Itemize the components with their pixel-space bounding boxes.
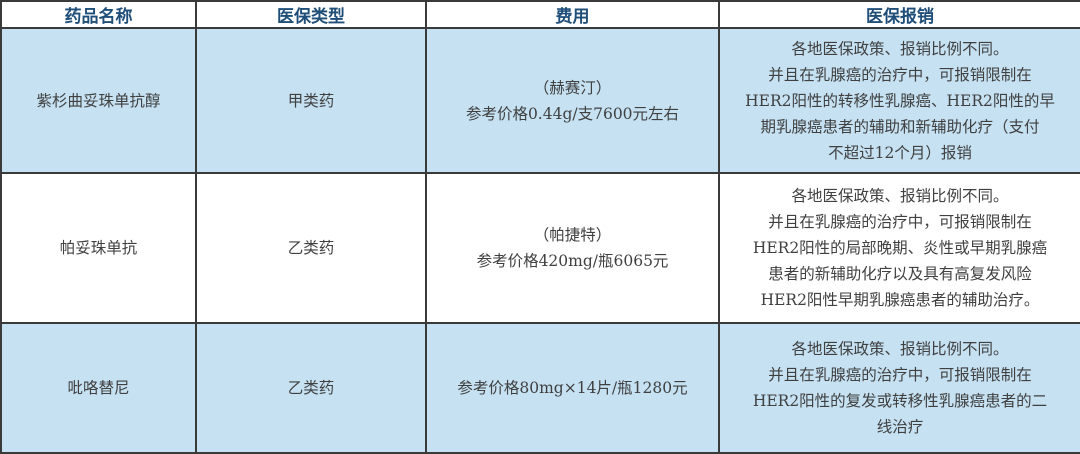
reimbursement-cell-line: HER2阳性的复发或转移性乳腺癌患者的二 — [752, 392, 1048, 410]
table-row: 帕妥珠单抗 乙类药 （帕捷特） 参考价格420mg/瓶6065元 各地医保政策、报销比例… — [0, 172, 1080, 324]
reimbursement-cell-line: 患者的新辅助化疗以及具有高复发风险 — [768, 265, 1032, 283]
reimbursement-cell-line: 不超过12个月）报销 — [828, 143, 972, 162]
reimbursement-cell-line: HER2阳性的转移性乳腺癌、HER2阳性的早 — [745, 91, 1055, 110]
reimbursement-cell-line: 并且在乳腺癌的治疗中，可报销限制在 — [768, 366, 1032, 384]
header-row: 药品名称 医保类型 费用 医保报销 — [0, 0, 1080, 29]
drug-name-cell: 紫杉曲妥珠单抗醇 — [0, 27, 197, 174]
reimbursement-cell-line: 线治疗 — [876, 418, 924, 436]
cost-cell: （赫赛汀） 参考价格0.44g/支7600元左右 — [425, 27, 720, 174]
reimbursement-cell-line: 各地医保政策、报销比例不同。 — [791, 39, 1009, 58]
insurance-type-cell: 乙类药 — [195, 172, 427, 324]
header-cost: 费用 — [425, 0, 720, 29]
table-row: 吡咯替尼 乙类药 参考价格80mg×14片/瓶1280元 各地医保政策、报销比例不同。… — [0, 322, 1080, 454]
reimbursement-cell: 各地医保政策、报销比例不同。并且在乳腺癌的治疗中，可报销限制在 HER2阳性的转移… — [718, 27, 1080, 174]
insurance-type-cell: 甲类药 — [195, 27, 427, 174]
cost-cell-line: 参考价格80mg×14片/瓶1280元 — [457, 379, 688, 397]
cost-cell-line: 参考价格420mg/瓶6065元 — [476, 252, 669, 270]
header-reimbursement: 医保报销 — [718, 0, 1080, 29]
reimbursement-cell-line: 各地医保政策、报销比例不同。 — [791, 187, 1009, 205]
reimbursement-cell-line: 并且在乳腺癌的治疗中，可报销限制在 — [768, 213, 1032, 231]
cost-cell: 参考价格80mg×14片/瓶1280元 — [425, 322, 720, 454]
reimbursement-cell-line: 期乳腺癌患者的辅助和新辅助化疗（支付 — [760, 117, 1040, 136]
table-row: 紫杉曲妥珠单抗醇 甲类药 （赫赛汀） 参考价格0.44g/支7600元左右 各地医保政策… — [0, 27, 1080, 174]
cost-cell-line: （帕捷特） — [533, 226, 612, 244]
reimbursement-cell-line: 并且在乳腺癌的治疗中，可报销限制在 — [768, 65, 1032, 84]
cost-cell: （帕捷特） 参考价格420mg/瓶6065元 — [425, 172, 720, 324]
reimbursement-cell-line: 各地医保政策、报销比例不同。 — [791, 340, 1009, 358]
cost-cell-line: 参考价格0.44g/支7600元左右 — [465, 104, 680, 123]
cost-cell-line: （赫赛汀） — [533, 78, 612, 97]
header-insurance-type: 医保类型 — [195, 0, 427, 29]
reimbursement-cell-line: HER2阳性的局部晚期、炎性或早期乳腺癌 — [752, 239, 1048, 257]
reimbursement-cell-line: HER2阳性早期乳腺癌患者的辅助治疗。 — [760, 291, 1040, 309]
reimbursement-cell: 各地医保政策、报销比例不同。并且在乳腺癌的治疗中，可报销限制在 HER2阳性的局部… — [718, 172, 1080, 324]
reimbursement-cell: 各地医保政策、报销比例不同。并且在乳腺癌的治疗中，可报销限制在 HER2阳性的复发… — [718, 322, 1080, 454]
drug-name-cell: 吡咯替尼 — [0, 322, 197, 454]
header-drug-name: 药品名称 — [0, 0, 197, 29]
drug-name-cell: 帕妥珠单抗 — [0, 172, 197, 324]
insurance-type-cell: 乙类药 — [195, 322, 427, 454]
